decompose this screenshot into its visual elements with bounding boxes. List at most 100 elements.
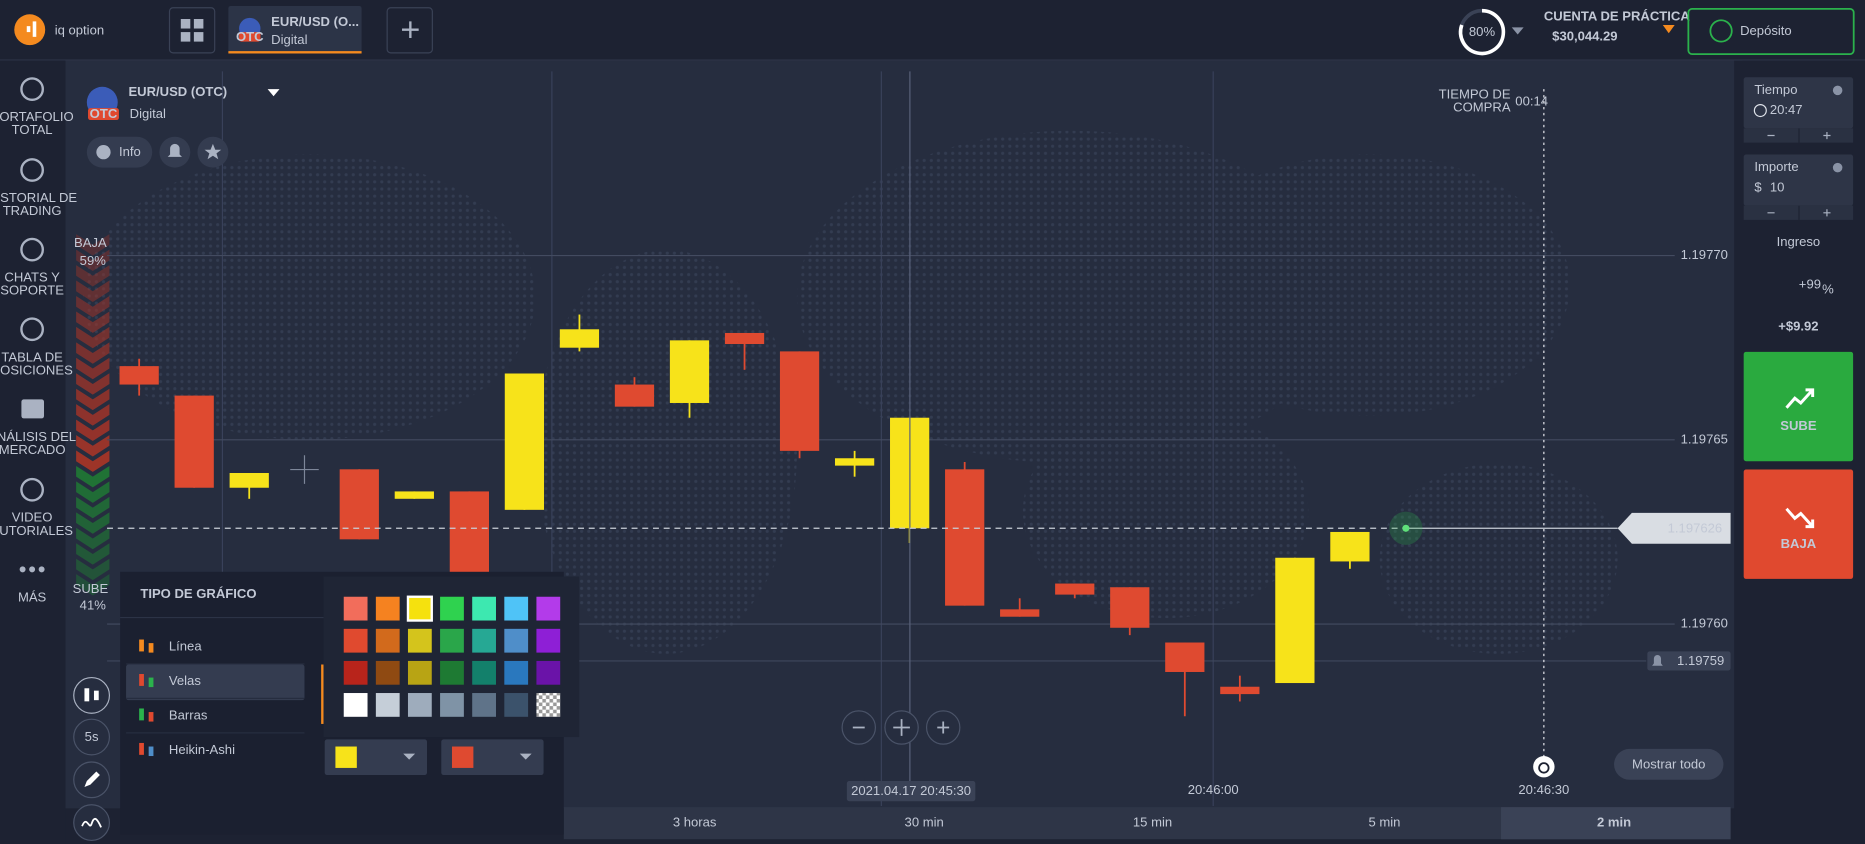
layout-icon bbox=[193, 19, 204, 29]
color-swatch[interactable] bbox=[440, 628, 464, 653]
sentiment-chevron bbox=[76, 311, 110, 333]
sentiment-down-label: BAJA bbox=[74, 235, 107, 250]
candle-body bbox=[449, 491, 489, 573]
chart-type-item[interactable]: Barras bbox=[169, 708, 208, 723]
sidebar-icon[interactable] bbox=[20, 477, 45, 502]
new-tab-button[interactable] bbox=[386, 7, 433, 54]
balance[interactable]: $30,044.29 bbox=[1552, 28, 1617, 43]
interval-label[interactable]: 5s bbox=[85, 729, 99, 744]
put-button[interactable] bbox=[1743, 469, 1854, 579]
sidebar-label[interactable]: ANÁLISIS DEL bbox=[0, 429, 76, 444]
asset-name[interactable]: EUR/USD (OTC) bbox=[128, 84, 227, 99]
input-box[interactable] bbox=[1743, 154, 1854, 206]
color-swatch[interactable] bbox=[472, 693, 496, 717]
sidebar-label[interactable]: TOTAL bbox=[12, 122, 53, 137]
timeframe[interactable]: 5 min bbox=[1368, 815, 1400, 830]
color-swatch[interactable] bbox=[343, 693, 368, 717]
help-icon bbox=[1832, 85, 1843, 96]
color-swatch[interactable] bbox=[536, 628, 561, 653]
chart-type-item[interactable]: Velas bbox=[169, 673, 201, 688]
color-swatch[interactable] bbox=[536, 596, 561, 621]
sidebar-label[interactable]: PORTAFOLIO bbox=[0, 109, 74, 124]
timeframe[interactable]: 2 min bbox=[1597, 815, 1631, 830]
color-swatch[interactable] bbox=[407, 660, 432, 685]
menu-item-accent bbox=[321, 664, 324, 724]
chart-type-item[interactable]: Heikin-Ashi bbox=[169, 742, 235, 757]
sidebar-label[interactable]: POSICIONES bbox=[0, 362, 73, 377]
color-swatch[interactable] bbox=[343, 596, 368, 621]
info-button[interactable] bbox=[86, 136, 153, 168]
sentiment-chevron bbox=[76, 435, 110, 457]
chart-type-title: TIPO DE GRÁFICO bbox=[140, 586, 256, 601]
chart-type-item[interactable]: Línea bbox=[169, 639, 202, 654]
sidebar-label[interactable]: VIDEO bbox=[12, 510, 53, 525]
sidebar-icon[interactable] bbox=[20, 77, 45, 102]
time-label: Tiempo bbox=[1754, 82, 1797, 97]
color-dropdown-swatch bbox=[451, 746, 474, 768]
color-swatch[interactable] bbox=[406, 595, 433, 622]
candle-body bbox=[669, 340, 710, 403]
color-swatch[interactable] bbox=[504, 628, 529, 653]
color-swatch[interactable] bbox=[504, 596, 529, 621]
color-swatch[interactable] bbox=[472, 596, 496, 621]
timeframe[interactable]: 15 min bbox=[1133, 815, 1172, 830]
color-swatch[interactable] bbox=[343, 660, 368, 685]
purchase-timer-label: TIEMPO DE bbox=[1439, 87, 1511, 102]
sidebar-icon[interactable] bbox=[20, 237, 45, 262]
input-box[interactable] bbox=[1743, 77, 1854, 129]
price-tick-label: 1.19765 bbox=[1681, 431, 1728, 446]
color-swatch[interactable] bbox=[472, 660, 496, 685]
zoom-icon bbox=[937, 721, 950, 734]
color-swatch[interactable] bbox=[407, 628, 432, 653]
color-swatch[interactable] bbox=[375, 628, 400, 653]
logo: iq option bbox=[55, 22, 104, 37]
color-swatch[interactable] bbox=[375, 596, 400, 621]
sidebar-label[interactable]: TRADING bbox=[3, 203, 62, 218]
sidebar-label[interactable]: MÁS bbox=[18, 589, 47, 604]
put-label[interactable]: BAJA bbox=[1781, 536, 1817, 551]
layout-icon bbox=[180, 19, 191, 29]
asset-tab[interactable] bbox=[228, 5, 362, 54]
sidebar-label[interactable]: CHATS Y bbox=[4, 270, 60, 285]
sidebar-label[interactable]: SOPORTE bbox=[0, 283, 64, 298]
timeframe[interactable]: 3 horas bbox=[673, 815, 717, 830]
expiration-icon bbox=[1533, 756, 1555, 778]
candle-body bbox=[119, 366, 159, 385]
tool-button[interactable] bbox=[73, 718, 111, 756]
color-swatch[interactable] bbox=[536, 660, 561, 685]
deposit-button[interactable] bbox=[1687, 8, 1855, 55]
color-swatch[interactable] bbox=[504, 693, 529, 717]
price-tick-label: 1.19760 bbox=[1681, 616, 1728, 631]
caret bbox=[519, 753, 532, 760]
sidebar-label[interactable]: TABLA DE bbox=[1, 349, 63, 364]
color-swatch[interactable] bbox=[472, 628, 496, 653]
candle-body bbox=[174, 395, 214, 488]
color-swatch[interactable] bbox=[375, 660, 400, 685]
color-swatch[interactable] bbox=[440, 596, 464, 621]
sentiment-chevron bbox=[76, 465, 110, 488]
color-swatch[interactable] bbox=[536, 693, 561, 717]
crosshair-time-bg bbox=[846, 780, 976, 802]
color-swatch[interactable] bbox=[407, 693, 432, 717]
layout-button[interactable] bbox=[168, 7, 216, 54]
info-label[interactable]: Info bbox=[119, 144, 141, 159]
timeframe[interactable]: 30 min bbox=[905, 815, 944, 830]
sidebar-icon[interactable] bbox=[20, 158, 45, 182]
call-button[interactable] bbox=[1743, 351, 1854, 462]
call-label[interactable]: SUBE bbox=[1780, 418, 1817, 433]
sidebar-label[interactable]: TUTORIALES bbox=[0, 523, 73, 538]
tab-title: EUR/USD (O... bbox=[271, 14, 359, 29]
candle-body bbox=[1110, 587, 1150, 628]
show-all-label[interactable]: Mostrar todo bbox=[1632, 756, 1705, 771]
sidebar-label[interactable]: HISTORIAL DE bbox=[0, 190, 77, 205]
tool-button[interactable] bbox=[73, 676, 111, 714]
color-swatch[interactable] bbox=[343, 628, 368, 653]
color-swatch[interactable] bbox=[504, 660, 529, 685]
sidebar-icon[interactable] bbox=[20, 317, 45, 342]
sidebar-label[interactable]: MERCADO bbox=[0, 442, 66, 457]
show-all-button[interactable] bbox=[1614, 748, 1724, 780]
color-swatch[interactable] bbox=[375, 693, 400, 717]
color-swatch[interactable] bbox=[440, 693, 464, 717]
color-swatch[interactable] bbox=[440, 660, 464, 685]
